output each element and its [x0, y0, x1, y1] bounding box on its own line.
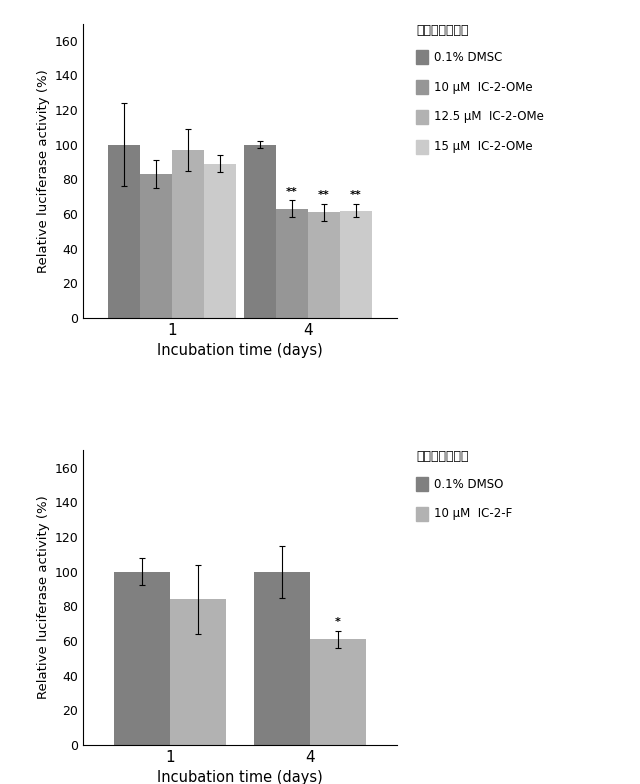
Bar — [308, 212, 340, 318]
Text: 0.1% DMSO: 0.1% DMSO — [434, 477, 503, 491]
Bar — [310, 639, 365, 745]
Y-axis label: Relative luciferase activity (%): Relative luciferase activity (%) — [37, 69, 51, 273]
Bar — [115, 572, 170, 745]
Text: 0.1% DMSC: 0.1% DMSC — [434, 51, 502, 64]
Bar — [172, 150, 204, 318]
X-axis label: Incubation time (days): Incubation time (days) — [157, 770, 323, 784]
Y-axis label: Relative luciferase activity (%): Relative luciferase activity (%) — [37, 495, 51, 699]
Text: （左から順に）: （左から順に） — [416, 450, 468, 463]
Text: **: ** — [350, 191, 362, 200]
Bar — [340, 211, 372, 318]
Text: 10 μM  IC-2-OMe: 10 μM IC-2-OMe — [434, 81, 532, 93]
Bar — [108, 145, 140, 318]
Text: （左から順に）: （左から順に） — [416, 24, 468, 37]
Text: **: ** — [286, 187, 298, 197]
Text: *: * — [335, 617, 340, 627]
Bar — [204, 164, 236, 318]
X-axis label: Incubation time (days): Incubation time (days) — [157, 343, 323, 358]
Text: 12.5 μM  IC-2-OMe: 12.5 μM IC-2-OMe — [434, 111, 544, 123]
Text: **: ** — [318, 191, 330, 200]
Bar — [140, 174, 172, 318]
Bar — [170, 599, 226, 745]
Text: 10 μM  IC-2-F: 10 μM IC-2-F — [434, 507, 512, 521]
Text: 15 μM  IC-2-OMe: 15 μM IC-2-OMe — [434, 140, 532, 153]
Bar — [276, 209, 308, 318]
Bar — [244, 145, 276, 318]
Bar — [254, 572, 310, 745]
